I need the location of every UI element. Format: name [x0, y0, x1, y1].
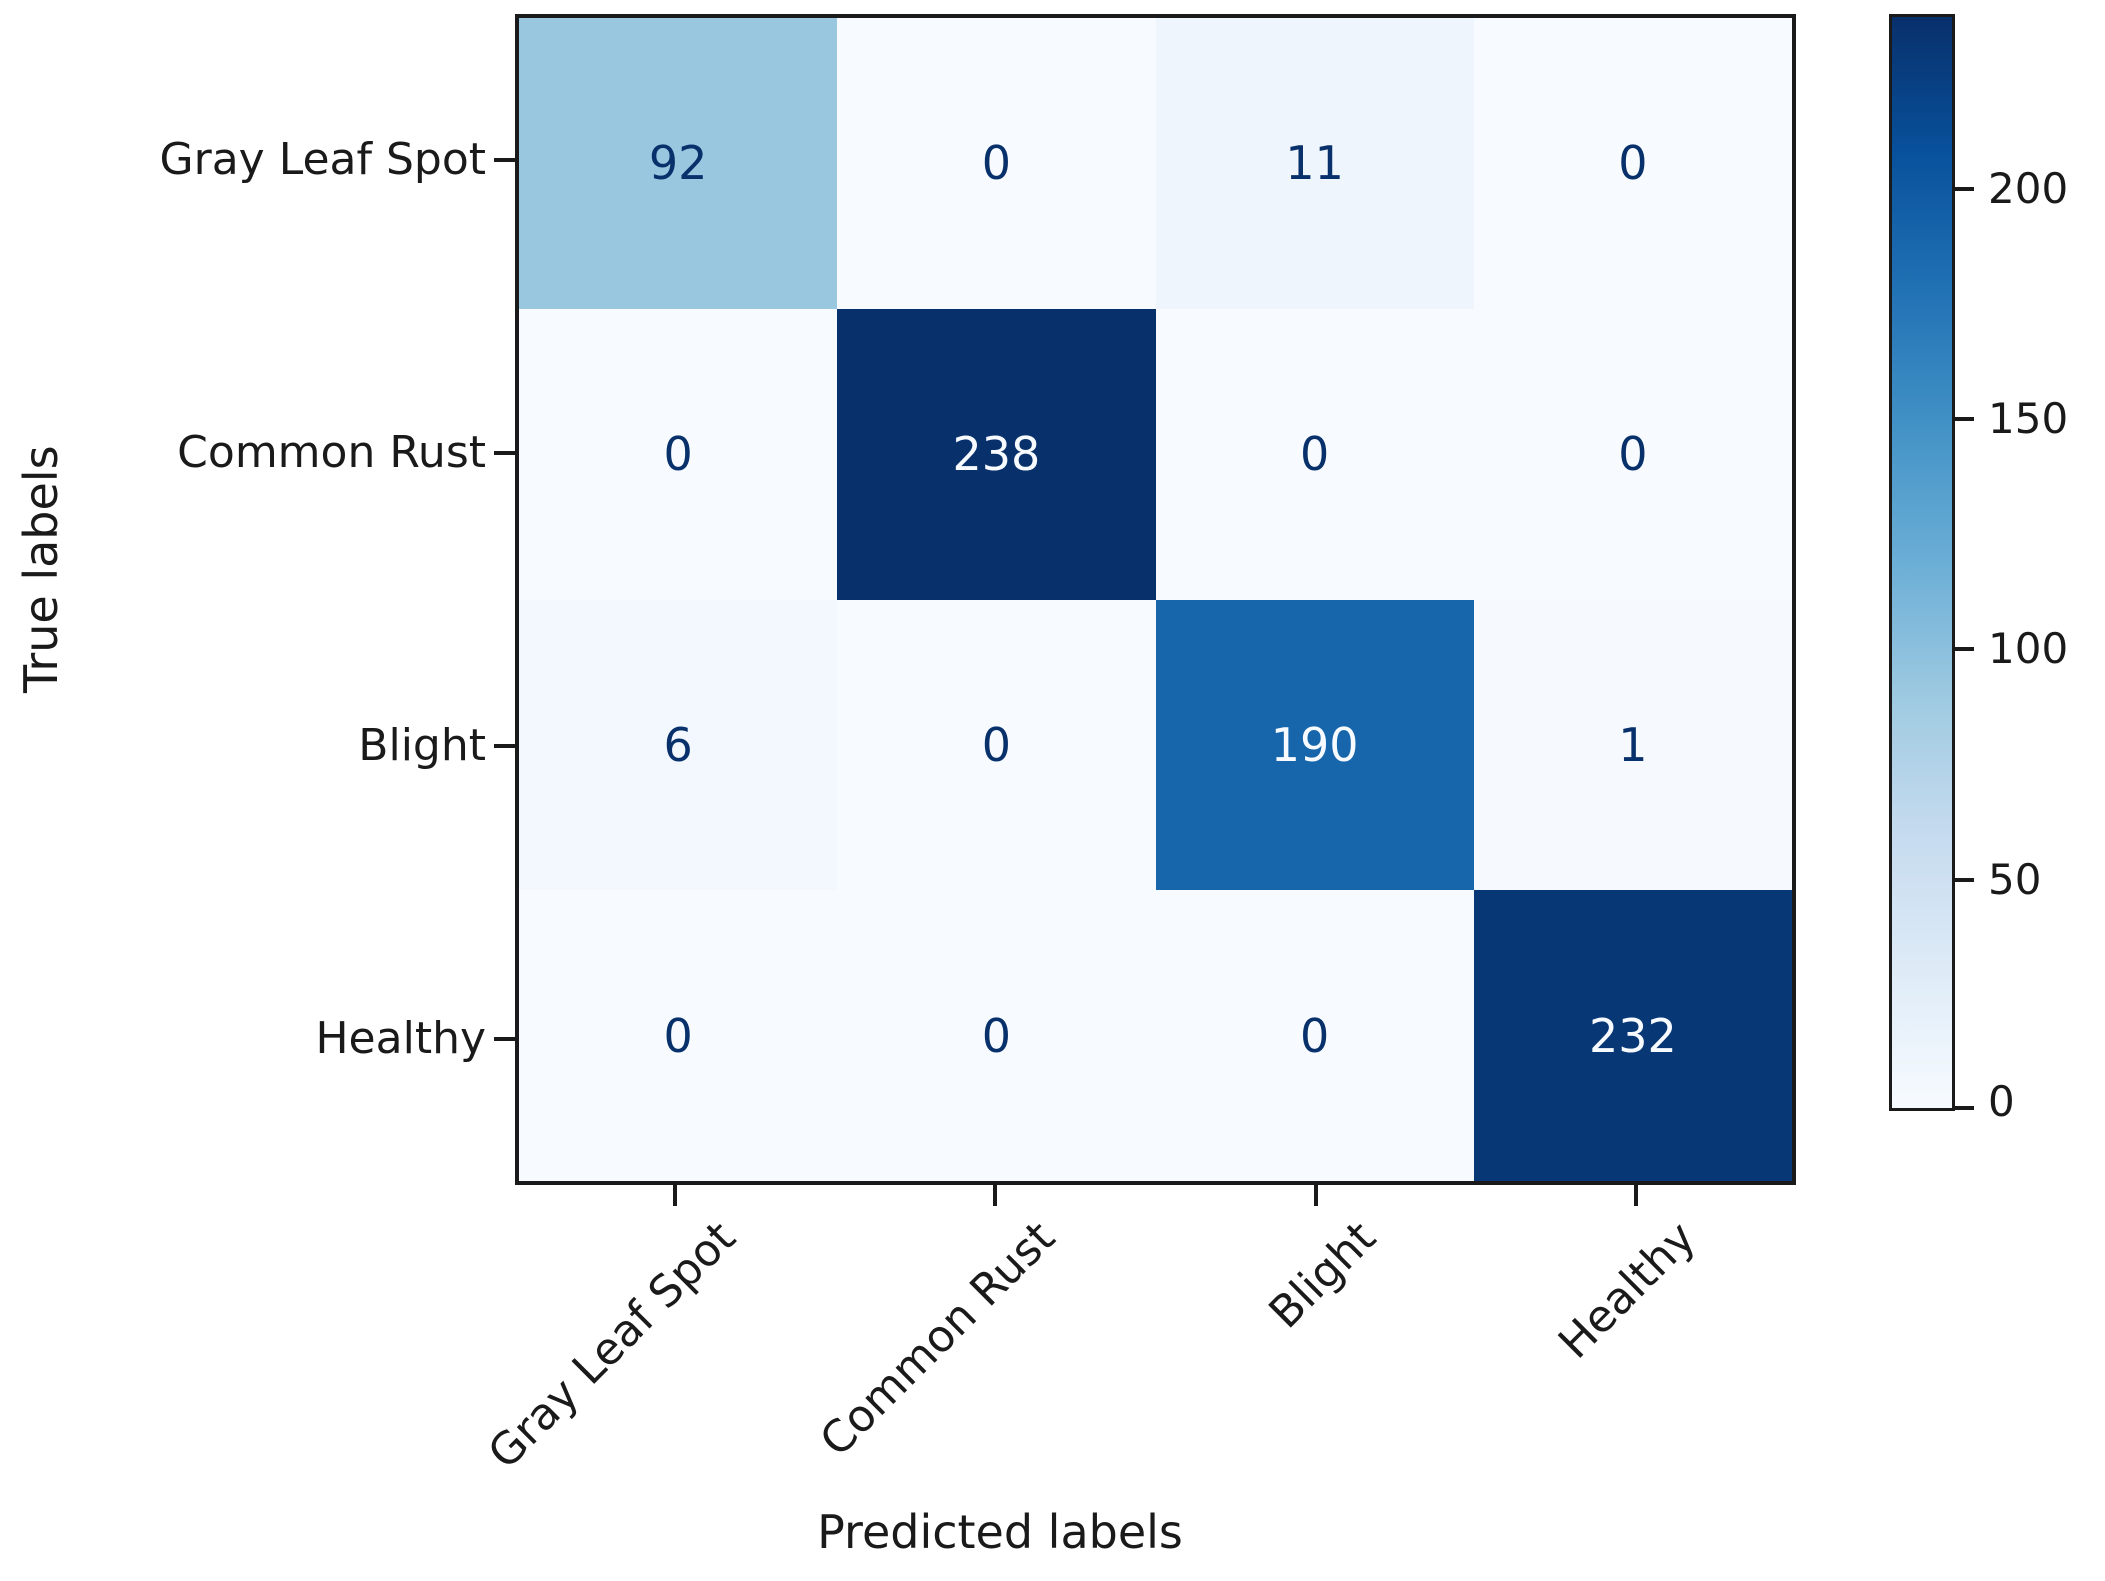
- matrix-cell-r0-c3: 0: [1473, 18, 1792, 309]
- y-tick-mark-0: [494, 158, 515, 162]
- y-tick-mark-3: [494, 1037, 515, 1041]
- x-tick-mark-0: [673, 1184, 677, 1206]
- cell-value: 0: [1618, 136, 1648, 191]
- matrix-cell-r1-c3: 0: [1473, 308, 1792, 600]
- x-axis-title: Predicted labels: [817, 1505, 1183, 1559]
- x-tick-mark-3: [1634, 1184, 1638, 1206]
- heatmap-plot: 92 0 11 0 0 238 0 0 6 0 190 1 0 0 0 232: [515, 14, 1796, 1185]
- cell-value: 1: [1618, 717, 1648, 772]
- y-tick-mark-2: [494, 744, 515, 748]
- x-tick-mark-1: [993, 1184, 997, 1206]
- cell-value: 11: [1285, 136, 1344, 191]
- cell-value: 6: [663, 717, 693, 772]
- y-tick-label-0: Gray Leaf Spot: [159, 134, 486, 185]
- cell-value: 0: [663, 427, 693, 482]
- matrix-cell-r0-c2: 11: [1155, 18, 1474, 309]
- y-tick-label-2: Blight: [358, 720, 486, 771]
- x-tick-label-3: Healthy: [1549, 1212, 1707, 1369]
- x-tick-mark-2: [1314, 1184, 1318, 1206]
- x-tick-label-1: Common Rust: [810, 1212, 1066, 1467]
- y-tick-label-3: Healthy: [315, 1013, 486, 1064]
- matrix-cell-r1-c2: 0: [1155, 308, 1474, 600]
- colorbar-tick-label-1: 50: [1988, 855, 2042, 904]
- colorbar-tick-mark-2: [1955, 647, 1974, 651]
- cell-value: 0: [1299, 427, 1330, 482]
- x-tick-label-0: Gray Leaf Spot: [478, 1212, 746, 1479]
- cell-value: 190: [1270, 717, 1359, 772]
- matrix-cell-r2-c1: 0: [837, 599, 1156, 891]
- matrix-cell-r0-c0: 92: [519, 18, 838, 309]
- colorbar-tick-mark-4: [1955, 187, 1974, 191]
- y-tick-label-1: Common Rust: [177, 427, 486, 478]
- matrix-cell-r3-c3: 232: [1473, 890, 1792, 1181]
- colorbar: [1889, 14, 1955, 1111]
- matrix-cell-r0-c1: 0: [837, 18, 1156, 309]
- colorbar-tick-label-3: 150: [1988, 394, 2069, 443]
- cell-value: 238: [952, 427, 1041, 482]
- cell-value: 92: [648, 136, 708, 191]
- matrix-cell-r1-c1: 238: [837, 308, 1156, 600]
- matrix-cell-r3-c0: 0: [519, 890, 838, 1181]
- colorbar-tick-label-4: 200: [1988, 164, 2069, 213]
- colorbar-tick-label-0: 0: [1988, 1077, 2015, 1126]
- matrix-cell-r3-c1: 0: [837, 890, 1156, 1181]
- cell-value: 0: [1299, 1008, 1330, 1063]
- cell-value: 232: [1588, 1008, 1677, 1063]
- matrix-cell-r1-c0: 0: [519, 308, 838, 600]
- matrix-cell-r3-c2: 0: [1155, 890, 1474, 1181]
- y-tick-mark-1: [494, 451, 515, 455]
- colorbar-tick-mark-1: [1955, 878, 1974, 882]
- colorbar-tick-mark-0: [1955, 1106, 1974, 1110]
- cell-value: 0: [663, 1008, 693, 1063]
- y-axis-title: True labels: [14, 445, 68, 693]
- x-tick-label-2: Blight: [1259, 1212, 1387, 1339]
- colorbar-tick-mark-3: [1955, 417, 1974, 421]
- cell-value: 0: [981, 717, 1012, 772]
- matrix-cell-r2-c0: 6: [519, 599, 838, 891]
- matrix-cell-r2-c3: 1: [1473, 599, 1792, 891]
- cell-value: 0: [1618, 427, 1648, 482]
- cell-value: 0: [981, 136, 1012, 191]
- colorbar-tick-label-2: 100: [1988, 624, 2069, 673]
- cell-value: 0: [981, 1008, 1012, 1063]
- matrix-cell-r2-c2: 190: [1155, 599, 1474, 891]
